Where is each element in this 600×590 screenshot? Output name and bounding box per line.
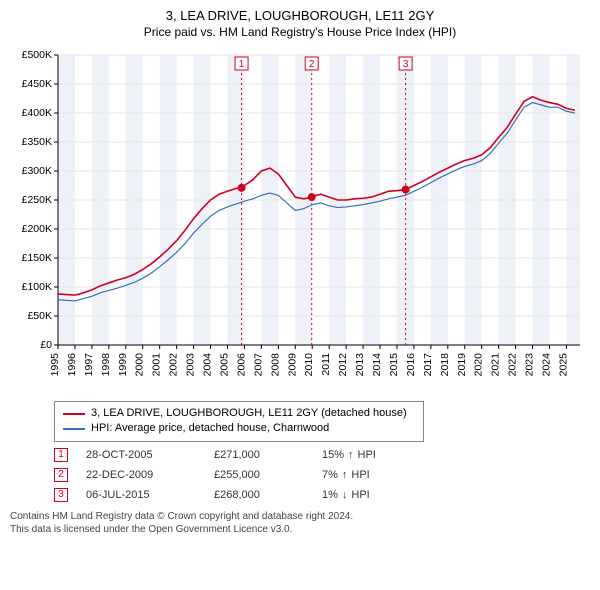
event-date: 28-OCT-2005 (86, 449, 196, 461)
event-row: 3 06-JUL-2015 £268,000 1%↓HPI (54, 488, 590, 502)
event-date: 06-JUL-2015 (86, 489, 196, 501)
event-price: £255,000 (214, 469, 304, 481)
svg-text:2008: 2008 (269, 353, 281, 377)
svg-text:2013: 2013 (354, 353, 366, 377)
svg-text:2004: 2004 (202, 353, 214, 377)
event-price: £268,000 (214, 489, 304, 501)
legend-swatch (63, 428, 85, 430)
footer-line1: Contains HM Land Registry data © Crown c… (10, 510, 590, 523)
footer-attribution: Contains HM Land Registry data © Crown c… (10, 510, 590, 536)
svg-text:£50K: £50K (27, 310, 52, 322)
event-delta: 7%↑HPI (322, 469, 412, 481)
svg-text:2001: 2001 (151, 353, 163, 377)
event-marker: 3 (54, 488, 68, 502)
svg-text:2005: 2005 (218, 353, 230, 377)
event-marker: 2 (54, 468, 68, 482)
svg-text:2: 2 (309, 59, 315, 70)
arrow-down-icon: ↓ (342, 489, 348, 501)
legend-label: 3, LEA DRIVE, LOUGHBOROUGH, LE11 2GY (de… (91, 406, 407, 421)
title-line2: Price paid vs. HM Land Registry's House … (10, 25, 590, 39)
svg-text:2018: 2018 (439, 353, 451, 377)
price-chart: £0 £50K £100K £150K £200K £250K £300K £350K £400… (10, 45, 590, 395)
chart-title-block: 3, LEA DRIVE, LOUGHBOROUGH, LE11 2GY Pri… (10, 8, 590, 39)
svg-text:£500K: £500K (22, 49, 52, 61)
svg-text:2023: 2023 (524, 353, 536, 377)
svg-text:£400K: £400K (22, 107, 52, 119)
svg-text:2000: 2000 (134, 353, 146, 377)
legend-item: 3, LEA DRIVE, LOUGHBOROUGH, LE11 2GY (de… (63, 406, 415, 421)
arrow-up-icon: ↑ (342, 469, 348, 481)
legend: 3, LEA DRIVE, LOUGHBOROUGH, LE11 2GY (de… (54, 401, 424, 442)
svg-text:1999: 1999 (117, 353, 129, 377)
svg-text:2016: 2016 (405, 353, 417, 377)
svg-text:2009: 2009 (286, 353, 298, 377)
svg-text:2010: 2010 (303, 353, 315, 377)
svg-text:£200K: £200K (22, 223, 52, 235)
svg-text:1998: 1998 (100, 353, 112, 377)
event-row: 1 28-OCT-2005 £271,000 15%↑HPI (54, 448, 590, 462)
svg-text:2024: 2024 (540, 353, 552, 377)
legend-label: HPI: Average price, detached house, Char… (91, 421, 329, 436)
svg-text:£250K: £250K (22, 194, 52, 206)
svg-text:£350K: £350K (22, 136, 52, 148)
event-price: £271,000 (214, 449, 304, 461)
svg-text:£0: £0 (40, 339, 52, 351)
title-line1: 3, LEA DRIVE, LOUGHBOROUGH, LE11 2GY (10, 8, 590, 23)
svg-text:2020: 2020 (473, 353, 485, 377)
svg-text:2007: 2007 (252, 353, 264, 377)
svg-text:1995: 1995 (49, 353, 61, 377)
svg-text:£100K: £100K (22, 281, 52, 293)
event-marker: 1 (54, 448, 68, 462)
svg-text:£150K: £150K (22, 252, 52, 264)
svg-text:2014: 2014 (371, 353, 383, 377)
svg-text:1997: 1997 (83, 353, 95, 377)
svg-text:1: 1 (239, 59, 245, 70)
svg-text:£300K: £300K (22, 165, 52, 177)
legend-swatch (63, 413, 85, 415)
svg-text:2022: 2022 (507, 353, 519, 377)
svg-text:2017: 2017 (422, 353, 434, 377)
chart-container: £0 £50K £100K £150K £200K £250K £300K £350K £400… (10, 45, 590, 395)
svg-text:2021: 2021 (490, 353, 502, 377)
svg-text:2012: 2012 (337, 353, 349, 377)
event-list: 1 28-OCT-2005 £271,000 15%↑HPI 2 22-DEC-2009 £… (54, 448, 590, 502)
event-row: 2 22-DEC-2009 £255,000 7%↑HPI (54, 468, 590, 482)
svg-text:2006: 2006 (235, 353, 247, 377)
footer-line2: This data is licensed under the Open Gov… (10, 523, 590, 536)
svg-text:2002: 2002 (168, 353, 180, 377)
svg-text:2015: 2015 (388, 353, 400, 377)
event-delta: 15%↑HPI (322, 449, 412, 461)
svg-text:1996: 1996 (66, 353, 78, 377)
legend-item: HPI: Average price, detached house, Char… (63, 421, 415, 436)
arrow-up-icon: ↑ (348, 449, 354, 461)
svg-text:2025: 2025 (557, 353, 569, 377)
svg-text:£450K: £450K (22, 78, 52, 90)
svg-text:2011: 2011 (320, 353, 332, 376)
svg-text:2003: 2003 (185, 353, 197, 377)
event-delta: 1%↓HPI (322, 489, 412, 501)
svg-text:3: 3 (403, 59, 409, 70)
svg-text:2019: 2019 (456, 353, 468, 377)
event-date: 22-DEC-2009 (86, 469, 196, 481)
